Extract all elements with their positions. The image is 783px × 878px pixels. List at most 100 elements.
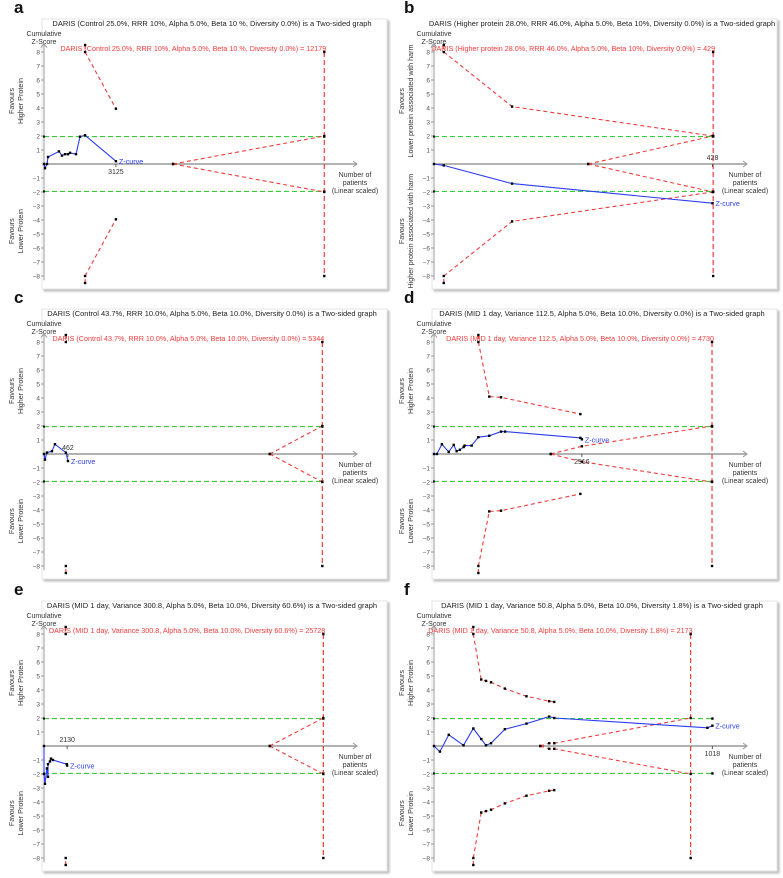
data-point: [321, 564, 324, 568]
y-tick-label: −2: [33, 190, 41, 197]
y-tick-label: −8: [33, 856, 41, 863]
data-point: [42, 452, 46, 456]
data-point: [553, 742, 556, 745]
data-point: [433, 480, 435, 483]
y-tick-label: 2: [36, 134, 40, 141]
data-point: [323, 190, 326, 194]
data-point: [83, 43, 87, 47]
data-point: [503, 802, 507, 805]
y-tick-label: −2: [423, 772, 431, 779]
data-point: [689, 856, 692, 860]
panel-e: e DARIS (MID 1 day, Variance 300.8, Alpha…: [0, 580, 392, 878]
y-tick-label: −7: [33, 550, 41, 557]
x-axis-label: (Linear scaled): [332, 188, 378, 195]
y-tick-label: 6: [426, 368, 430, 375]
data-point: [710, 340, 714, 344]
ris-label: DARIS (Higher protein 28.0%, RRR 46.0%, …: [431, 44, 715, 53]
y-axis-label-line2: Z-Score: [32, 39, 57, 46]
data-point: [488, 510, 491, 513]
data-point: [547, 747, 551, 750]
y-tick-label: 4: [36, 396, 40, 403]
x-axis-label: patients: [343, 180, 368, 187]
y-tick-label: 8: [36, 340, 40, 347]
x-axis-label: Number of: [729, 754, 762, 761]
ris-label: DARIS (MID 1 day, Variance 300.8, Alpha …: [49, 626, 325, 635]
panel-letter: b: [404, 0, 415, 17]
data-point: [484, 744, 488, 747]
data-point: [442, 164, 445, 167]
ris-label: DARIS (Control 43.7%, RRR 10.0%, Alpha 5…: [52, 334, 324, 343]
ris-label: DARIS (Control 25.0%, RRR 10%, Alpha 5.0…: [60, 44, 326, 53]
x-axis-arrow: [352, 450, 358, 458]
panel-c: c DARIS (Control 43.7%, RRR 10.0%, Alpha …: [0, 288, 392, 586]
y-tick-label: −2: [423, 190, 431, 197]
data-point: [553, 700, 556, 704]
upper-monitoring-boundary: [443, 45, 713, 137]
y-tick-label: −5: [33, 814, 41, 821]
y-tick-label: −8: [423, 274, 431, 281]
current-sample-size-label: 462: [62, 445, 74, 452]
data-point: [45, 767, 49, 770]
y-axis-arrow: [40, 624, 48, 630]
data-point: [689, 716, 692, 720]
data-point: [706, 726, 709, 729]
y-axis-label-line2: Z-Score: [422, 329, 447, 336]
y-tick-label: 7: [426, 64, 430, 71]
y-tick-label: 3: [426, 410, 430, 417]
data-point: [510, 220, 514, 223]
data-point: [43, 425, 45, 428]
y-tick-label: 7: [36, 646, 40, 653]
data-point: [42, 162, 46, 166]
y-tick-label: −1: [423, 758, 431, 765]
current-sample-size-label: 2130: [59, 737, 75, 744]
lower-favours-label: Favours: [397, 218, 406, 244]
data-point: [710, 424, 714, 428]
data-point: [472, 727, 475, 730]
y-tick-label: 5: [36, 92, 40, 99]
data-point: [579, 436, 582, 440]
x-axis-label: Number of: [339, 462, 372, 469]
data-point: [66, 459, 70, 463]
y-tick-label: 4: [426, 106, 430, 113]
y-tick-label: −2: [33, 480, 41, 487]
data-point: [711, 50, 715, 54]
data-point: [489, 808, 493, 811]
y-tick-label: −5: [33, 522, 41, 529]
data-point: [447, 450, 450, 454]
data-point: [477, 564, 480, 568]
y-tick-label: 3: [36, 120, 40, 127]
plot-frame: [41, 600, 388, 872]
lower-favours-label: Lower Protein: [16, 209, 25, 253]
data-point: [553, 788, 556, 792]
data-point: [510, 105, 514, 108]
upper-favours-label: Higher Protein: [406, 368, 415, 414]
data-point: [268, 744, 271, 748]
y-tick-label: −6: [423, 828, 431, 835]
y-tick-label: 7: [426, 354, 430, 361]
y-axis-label-line1: Cumulative: [416, 31, 451, 38]
z-curve-label: Z-curve: [70, 762, 94, 771]
plot-frame: [431, 18, 778, 290]
data-point: [510, 182, 514, 185]
data-point: [547, 715, 551, 718]
y-tick-label: 7: [426, 646, 430, 653]
y-tick-label: 1: [426, 148, 430, 155]
data-point: [484, 809, 488, 813]
x-axis-label: Number of: [339, 172, 372, 179]
data-point: [433, 425, 435, 428]
y-tick-label: −7: [423, 550, 431, 557]
data-point: [42, 744, 46, 748]
y-tick-label: 1: [36, 148, 40, 155]
chart-title: DARIS (Control 25.0%, RRR 10%, Alpha 5.0…: [52, 19, 371, 28]
data-point: [463, 444, 466, 447]
y-tick-label: −4: [423, 218, 431, 225]
data-point: [68, 151, 72, 154]
lower-favours-label: Lower Protein: [16, 499, 25, 543]
upper-futility-boundary: [550, 425, 713, 455]
panel-letter: a: [14, 0, 24, 17]
chart-title: DARIS (MID 1 day, Variance 112.5, Alpha …: [439, 309, 764, 318]
lower-favours-label: Favours: [7, 800, 16, 826]
lower-favours-label: Favours: [7, 508, 16, 534]
data-point: [710, 480, 714, 484]
data-point: [321, 424, 324, 428]
